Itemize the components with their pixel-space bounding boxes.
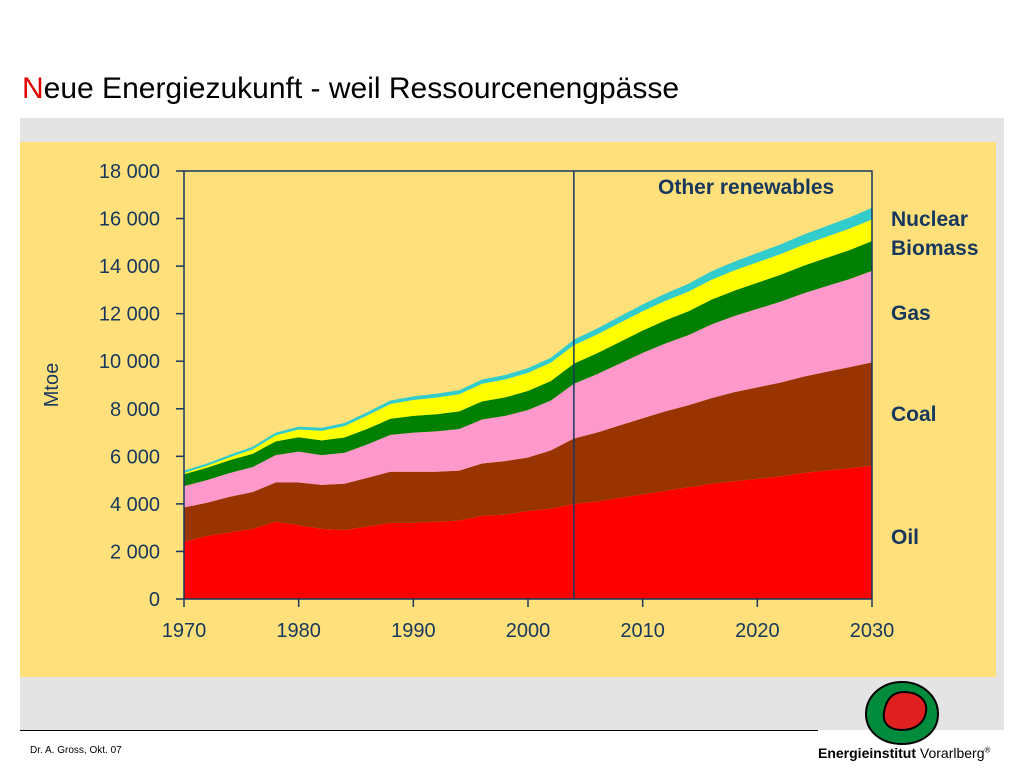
- slide-title: Neue Energiezukunft - weil Ressourceneng…: [22, 72, 679, 106]
- x-tick-label: 1970: [162, 620, 207, 642]
- series-label-coal: Coal: [891, 403, 937, 426]
- footer-author: Dr. A. Gross, Okt. 07: [30, 745, 122, 756]
- brand-name: Energieinstitut Vorarlberg®: [818, 745, 990, 761]
- series-label-gas: Gas: [891, 302, 931, 325]
- series-area-biomass: [184, 241, 872, 487]
- footer-divider: [20, 730, 818, 731]
- series-label-nuclear: Nuclear: [891, 208, 968, 231]
- series-label-oil: Oil: [891, 526, 919, 549]
- series-area-nuclear: [184, 219, 872, 475]
- series-label-other-renewables: Other renewables: [658, 176, 834, 199]
- title-rest: eue Energiezukunft - weil Ressourcenengp…: [43, 72, 680, 105]
- y-tick-label: 6 000: [110, 446, 160, 468]
- chart-panel: 0 2 000 4 000 6 000 8 000 10 000 12 000 14 000 1…: [20, 142, 996, 677]
- x-tick-label: 2010: [620, 620, 665, 642]
- y-tick-label: 0: [149, 589, 160, 611]
- y-axis-label: Mtoe: [41, 363, 63, 407]
- y-tick-label: 2 000: [110, 541, 160, 563]
- series-area-coal: [184, 362, 872, 542]
- series-area-oil: [184, 465, 872, 599]
- x-tick-label: 2020: [735, 620, 780, 642]
- y-tick-label: 12 000: [99, 304, 160, 326]
- y-tick-label: 16 000: [99, 209, 160, 231]
- x-tick-label: 1980: [276, 620, 321, 642]
- title-first-letter: N: [22, 72, 44, 105]
- y-tick-label: 4 000: [110, 494, 160, 516]
- brand-name-regular: Vorarlberg: [919, 745, 985, 761]
- y-tick-label: 18 000: [99, 161, 160, 183]
- y-tick-label: 14 000: [99, 256, 160, 278]
- brand-name-bold: Energieinstitut: [818, 745, 917, 761]
- series-area-gas: [184, 270, 872, 508]
- y-tick-label: 8 000: [110, 399, 160, 421]
- brand-registered-mark: ®: [984, 745, 991, 755]
- series-label-biomass: Biomass: [891, 237, 979, 260]
- energy-stacked-area-chart: 0 2 000 4 000 6 000 8 000 10 000 12 000 14 000 1…: [41, 161, 979, 642]
- x-tick-label: 2000: [506, 620, 551, 642]
- x-tick-label: 1990: [391, 620, 436, 642]
- energieinstitut-logo-icon: [864, 680, 940, 746]
- y-tick-label: 10 000: [99, 351, 160, 373]
- x-tick-label: 2030: [850, 620, 895, 642]
